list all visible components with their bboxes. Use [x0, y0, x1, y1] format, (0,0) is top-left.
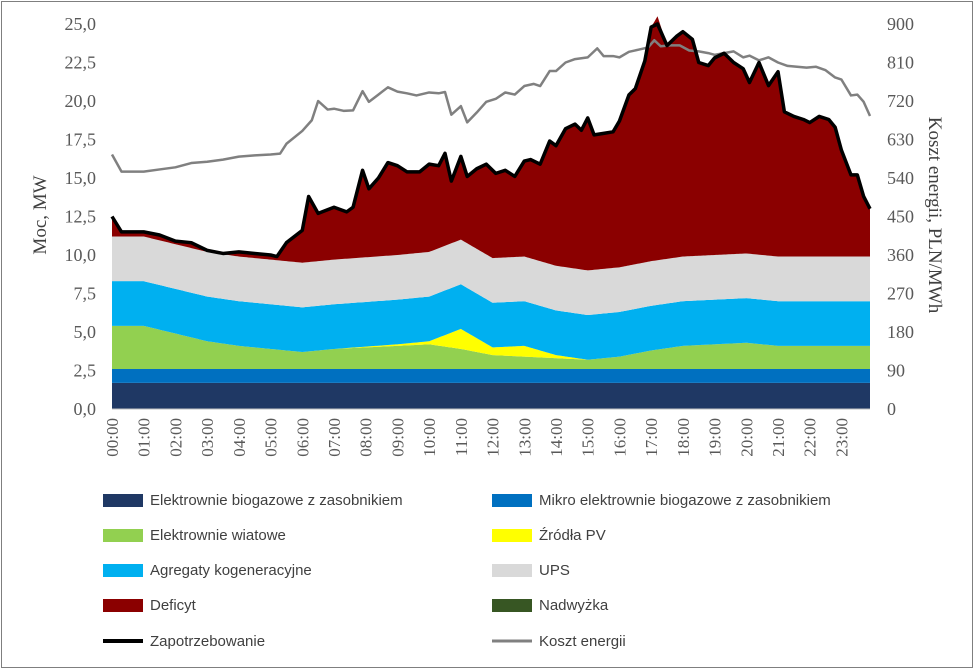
area-ups — [112, 236, 870, 316]
x-tick-label: 08:00 — [357, 418, 376, 457]
y-tick-label-right: 900 — [887, 14, 914, 34]
x-tick-label: 13:00 — [515, 418, 534, 457]
x-tick-label: 03:00 — [198, 418, 217, 457]
line-zapotrzebowanie — [110, 22, 872, 259]
x-tick-label: 01:00 — [135, 418, 154, 457]
legend-item: UPS — [492, 562, 570, 579]
legend-swatch — [103, 494, 143, 507]
x-tick-label: 06:00 — [293, 418, 312, 457]
legend-swatch — [103, 529, 143, 542]
x-tick-label: 04:00 — [230, 418, 249, 457]
y-tick-label-left: 5,0 — [74, 322, 97, 342]
x-tick-label: 16:00 — [610, 418, 629, 457]
legend-swatch — [492, 494, 532, 507]
y-tick-label-right: 720 — [887, 91, 914, 111]
x-tick-label: 20:00 — [737, 418, 756, 457]
y-tick-label-left: 22,5 — [65, 53, 97, 73]
y-tick-label-right: 630 — [887, 130, 914, 150]
x-tick-label: 07:00 — [325, 418, 344, 457]
x-tick-label: 12:00 — [484, 418, 503, 457]
legend-item: Agregaty kogeneracyjne — [103, 562, 312, 579]
area-deficyt — [112, 16, 870, 271]
x-tick-label: 11:00 — [452, 418, 471, 456]
legend-item: Źródła PV — [492, 527, 606, 544]
y-tick-label-right: 450 — [887, 207, 914, 227]
y-tick-label-left: 20,0 — [65, 91, 97, 111]
legend-item: Nadwyżka — [492, 597, 609, 614]
legend-label: UPS — [539, 562, 570, 579]
legend-item: Zapotrzebowanie — [103, 633, 265, 650]
legend-label: Mikro elektrownie biogazowe z zasobnikie… — [539, 492, 831, 509]
y-tick-label-left: 15,0 — [65, 168, 97, 188]
y-tick-label-right: 180 — [887, 322, 914, 342]
legend-item: Deficyt — [103, 597, 197, 614]
y-tick-label-right: 270 — [887, 284, 914, 304]
y-tick-label-left: 12,5 — [65, 207, 97, 227]
x-tick-label: 14:00 — [547, 418, 566, 457]
y-tick-label-right: 360 — [887, 245, 914, 265]
legend-item: Elektrownie biogazowe z zasobnikiem — [103, 492, 403, 509]
y-axis-title-right: Koszt energii, PLN/MWh — [924, 117, 945, 314]
x-tick-label: 17:00 — [642, 418, 661, 457]
legend-label: Elektrownie wiatowe — [150, 527, 286, 544]
line-koszt-energii — [110, 39, 872, 173]
legend-item: Koszt energii — [492, 633, 626, 650]
legend-label: Zapotrzebowanie — [150, 633, 265, 650]
legend-label: Nadwyżka — [539, 597, 609, 614]
legend-item: Elektrownie wiatowe — [103, 527, 286, 544]
x-tick-label: 15:00 — [579, 418, 598, 457]
y-tick-label-right: 0 — [887, 399, 896, 419]
legend-swatch — [103, 564, 143, 577]
x-tick-label: 00:00 — [103, 418, 122, 457]
area-elektrownie-wiatowe — [112, 325, 870, 369]
y-tick-label-left: 2,5 — [74, 361, 97, 381]
x-tick-label: 21:00 — [769, 418, 788, 457]
legend-label: Elektrownie biogazowe z zasobnikiem — [150, 492, 403, 509]
y-tick-label-right: 540 — [887, 168, 914, 188]
y-tick-label-left: 25,0 — [65, 14, 97, 34]
legend-swatch — [492, 599, 532, 612]
legend-swatch — [492, 529, 532, 542]
stacked-areas — [112, 16, 870, 409]
area-z-ro-d-a-pv — [112, 325, 870, 360]
y-axis-title-left: Moc, MW — [30, 175, 51, 254]
series-lines — [110, 22, 872, 259]
legend-swatch — [103, 599, 143, 612]
x-tick-label: 09:00 — [388, 418, 407, 457]
area-elektrownie-biogazowe-z-zasobnikiem — [112, 382, 870, 409]
x-tick-label: 22:00 — [801, 418, 820, 457]
legend-label: Deficyt — [150, 597, 197, 614]
legend-label: Koszt energii — [539, 633, 626, 650]
x-tick-label: 19:00 — [706, 418, 725, 457]
x-tick-label: 05:00 — [262, 418, 281, 457]
x-tick-label: 23:00 — [832, 418, 851, 457]
y-tick-label-left: 0,0 — [74, 399, 97, 419]
x-tick-label: 10:00 — [420, 418, 439, 457]
area-agregaty-kogeneracyjne — [112, 281, 870, 360]
legend-item: Mikro elektrownie biogazowe z zasobnikie… — [492, 492, 831, 509]
legend: Elektrownie biogazowe z zasobnikiem Mikro… — [103, 492, 831, 650]
legend-label: Agregaty kogeneracyjne — [150, 562, 312, 579]
legend-label: Źródła PV — [539, 527, 606, 544]
y-tick-label-right: 810 — [887, 53, 914, 73]
legend-swatch — [492, 564, 532, 577]
area-mikro-elektrownie-biogazowe-z-zasobnikiem — [112, 368, 870, 383]
x-tick-label: 02:00 — [166, 418, 185, 457]
y-tick-label-left: 10,0 — [65, 245, 97, 265]
y-tick-label-right: 90 — [887, 361, 905, 381]
x-tick-label: 18:00 — [674, 418, 693, 457]
tick-labels: 0,0 2,5 5,0 7,5 10,0 12,5 15,0 17,5 20,0 22,5 25,0… — [65, 14, 915, 457]
y-tick-label-left: 7,5 — [74, 284, 97, 304]
y-tick-label-left: 17,5 — [65, 130, 97, 150]
